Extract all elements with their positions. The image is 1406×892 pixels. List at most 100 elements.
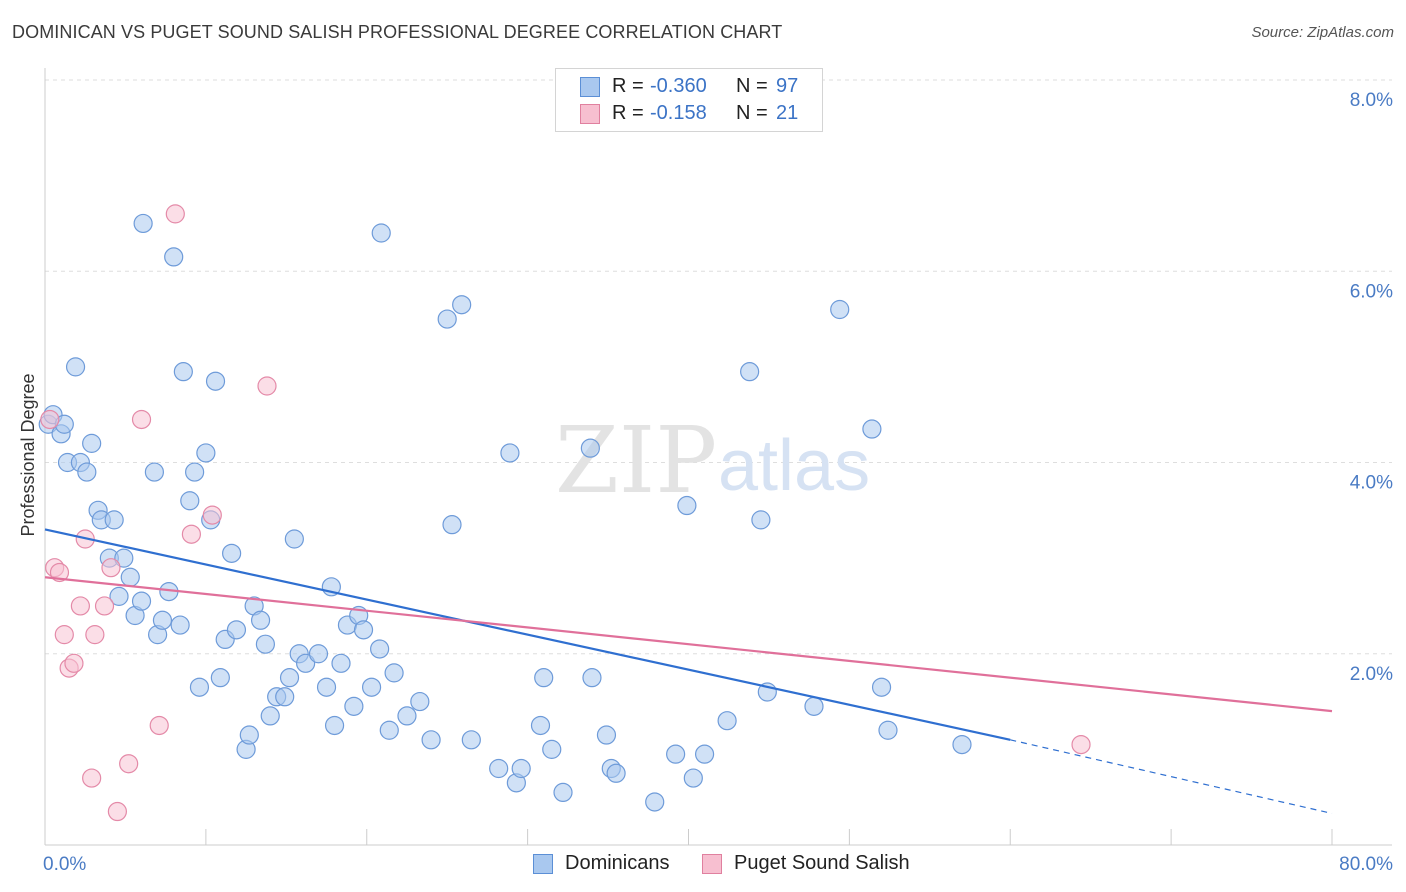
dominican-point bbox=[830, 299, 850, 320]
dominican-point bbox=[666, 744, 686, 764]
labels-layer: 2.0% 4.0% 6.0% 8.0% 0.0% 80.0% bbox=[43, 90, 1393, 875]
dominican-point bbox=[370, 639, 390, 659]
dominican-point bbox=[173, 362, 193, 382]
y-tick-label: 2.0% bbox=[1350, 664, 1393, 685]
dominicans-trend-line bbox=[44, 528, 1011, 741]
puget-sound-salish-point bbox=[54, 625, 74, 645]
axis-layer bbox=[44, 68, 1392, 846]
dominican-point bbox=[180, 491, 200, 511]
dominican-point bbox=[606, 763, 626, 783]
dominicans-trend-extension bbox=[1010, 739, 1333, 815]
puget-sound-salish-point bbox=[82, 768, 102, 788]
legend-r-value: -0.158 bbox=[650, 102, 707, 124]
dominican-point bbox=[205, 371, 226, 391]
puget-sound-salish-point bbox=[119, 754, 139, 774]
dominican-point bbox=[344, 696, 364, 716]
puget-sound-salish-point bbox=[149, 715, 169, 736]
dominican-point bbox=[133, 213, 153, 234]
dominican-point bbox=[530, 715, 551, 736]
dominican-point bbox=[694, 744, 715, 764]
dominican-point bbox=[170, 615, 190, 635]
dominican-point bbox=[210, 668, 230, 688]
dominican-point bbox=[279, 668, 300, 688]
dominican-point bbox=[379, 720, 399, 740]
trend-layer bbox=[44, 528, 1333, 815]
grid-layer bbox=[45, 79, 1392, 655]
dominican-point bbox=[353, 620, 374, 640]
dominican-point bbox=[804, 696, 824, 716]
dominican-point bbox=[250, 610, 271, 630]
dominican-point bbox=[164, 247, 184, 267]
dominican-point bbox=[152, 610, 173, 630]
puget-sound-salish-point bbox=[257, 376, 277, 396]
legend-n-label: N = bbox=[736, 102, 768, 124]
legend-r-label: R = bbox=[612, 102, 644, 124]
dominican-point bbox=[131, 591, 152, 611]
dominican-point bbox=[511, 758, 531, 779]
dominican-point bbox=[384, 663, 404, 683]
dominican-point bbox=[361, 677, 382, 697]
dominican-point bbox=[226, 620, 247, 640]
dominican-point bbox=[196, 443, 216, 463]
dominican-point bbox=[65, 357, 86, 377]
dominican-point bbox=[437, 309, 457, 329]
dominican-point bbox=[683, 768, 703, 788]
dominican-point bbox=[751, 510, 771, 530]
dominican-point bbox=[239, 725, 259, 745]
series-legend: Dominicans Puget Sound Salish bbox=[0, 852, 1406, 878]
dominican-point bbox=[308, 644, 329, 664]
dominican-point bbox=[316, 677, 337, 697]
dominican-point bbox=[582, 668, 602, 688]
y-tick-label: 4.0% bbox=[1350, 473, 1393, 494]
chart-title: DOMINICAN VS PUGET SOUND SALISH PROFESSI… bbox=[12, 22, 783, 42]
puget-sound-salish-point bbox=[64, 653, 84, 673]
dominican-point bbox=[580, 438, 600, 458]
y-tick-label: 6.0% bbox=[1350, 281, 1393, 302]
watermark-zip: ZIP bbox=[555, 407, 717, 514]
legend-swatch-pink bbox=[702, 854, 722, 874]
legend-swatch-blue bbox=[580, 77, 600, 97]
correlation-legend: R = -0.360 N = 97 R = -0.158 N = 21 bbox=[555, 68, 823, 132]
dominican-point bbox=[410, 691, 430, 712]
dominican-point bbox=[677, 495, 697, 516]
puget-sound-salish-point bbox=[85, 625, 105, 645]
dominican-point bbox=[324, 715, 345, 736]
legend-n-value: 97 bbox=[776, 75, 799, 97]
points-layer bbox=[38, 204, 1091, 822]
dominican-point bbox=[284, 529, 304, 549]
dominican-point bbox=[331, 653, 351, 673]
x-tick-label: 80.0% bbox=[1339, 854, 1393, 875]
puget-sound-salish-point bbox=[40, 409, 60, 430]
dominican-point bbox=[862, 419, 882, 439]
dominican-point bbox=[104, 510, 124, 530]
legend-swatch-blue bbox=[533, 854, 553, 874]
puget-sound-salish-point bbox=[202, 505, 222, 525]
puget-sound-salish-point bbox=[131, 409, 152, 430]
dominican-point bbox=[109, 586, 129, 606]
dominican-point bbox=[553, 782, 573, 803]
dominican-point bbox=[397, 706, 417, 726]
dominican-point bbox=[114, 548, 134, 568]
dominican-point bbox=[542, 739, 562, 759]
dominican-point bbox=[120, 567, 140, 587]
dominican-point bbox=[296, 653, 316, 673]
dominican-point bbox=[185, 462, 205, 482]
dominican-point bbox=[952, 734, 972, 755]
legend-label: Puget Sound Salish bbox=[734, 852, 910, 874]
dominican-point bbox=[740, 362, 760, 382]
dominican-point bbox=[534, 668, 554, 688]
dominican-point bbox=[717, 711, 737, 731]
puget-sound-salish-trend-line bbox=[44, 576, 1333, 713]
dominican-point bbox=[596, 725, 617, 745]
legend-n-value: 21 bbox=[776, 102, 799, 124]
legend-n-label: N = bbox=[736, 75, 768, 97]
watermark: ZIP atlas bbox=[555, 407, 870, 514]
puget-sound-salish-point bbox=[107, 801, 127, 822]
dominican-point bbox=[645, 792, 665, 812]
puget-sound-salish-point bbox=[94, 596, 115, 616]
dominican-point bbox=[222, 543, 242, 563]
dominican-point bbox=[871, 677, 892, 697]
dominican-point bbox=[82, 433, 102, 453]
puget-sound-salish-point bbox=[101, 558, 121, 578]
